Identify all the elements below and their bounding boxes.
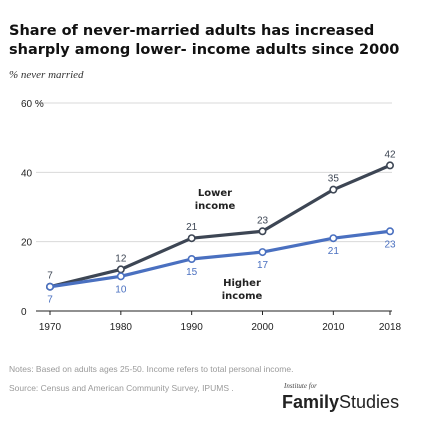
x-tick-label-2010: 2010 (322, 322, 345, 333)
chart-subtitle: % never married (9, 69, 84, 81)
gridlines (36, 102, 392, 243)
lower-income-label-1980: 12 (115, 253, 127, 264)
higher-income-label-1990: 15 (186, 267, 198, 278)
lower-income-label-1970: 7 (47, 271, 53, 282)
lower-income-point-2010 (329, 185, 338, 194)
higher-income-label-2010: 21 (328, 246, 340, 257)
higher-income-label-2000: 17 (257, 260, 269, 271)
higher-income-point-1990 (187, 255, 196, 264)
higher-income-point-2018 (385, 227, 394, 236)
higher-income-series-label-1: Higher (223, 278, 261, 289)
higher-income-point-2000 (258, 248, 267, 257)
lower-income-label-2010: 35 (328, 174, 340, 185)
higher-income-label-2018: 23 (384, 239, 396, 250)
lower-income-series-label-1: Lower (198, 188, 232, 199)
higher-income-line (48, 229, 392, 289)
higher-income-point-1970 (45, 282, 54, 291)
y-tick-label-40: 40 (21, 168, 33, 179)
data-labels: 7 12 21 23 35 42 7 10 15 17 21 23 Lower income Higher i… (47, 149, 396, 305)
lower-income-label-2000: 23 (257, 215, 269, 226)
x-tick-label-2018: 2018 (379, 322, 402, 333)
lower-income-point-1980 (116, 265, 125, 274)
chart-title: Share of never-married adults has increa… (9, 23, 400, 58)
x-tick-label-2000: 2000 (251, 322, 274, 333)
chart-source: Source: Census and American Community Su… (9, 383, 234, 393)
axes: 0 20 40 60 % 1970 1980 1990 2000 2010 2018 (21, 99, 402, 333)
lower-income-point-1990 (187, 234, 196, 243)
chart-notes: Notes: Based on adults ages 25-50. Incom… (9, 364, 294, 374)
lower-income-point-2018 (385, 161, 394, 170)
y-tick-label-0: 0 (21, 307, 27, 318)
y-tick-label-60: 60 % (21, 99, 44, 110)
lower-income-point-2000 (258, 227, 267, 236)
higher-income-label-1970: 7 (47, 295, 53, 306)
y-tick-label-20: 20 (21, 238, 33, 249)
series-lines (45, 161, 394, 291)
higher-income-point-2010 (329, 234, 338, 243)
lower-income-label-2018: 42 (384, 149, 396, 160)
x-tick-label-1970: 1970 (39, 322, 62, 333)
x-tick-label-1990: 1990 (181, 322, 204, 333)
lower-income-series-label-2: income (195, 201, 236, 212)
higher-income-point-1980 (116, 272, 125, 281)
x-tick-label-1980: 1980 (110, 322, 133, 333)
lower-income-line (48, 163, 392, 289)
logo-word-family: Family (282, 392, 340, 412)
higher-income-label-1980: 10 (115, 284, 127, 295)
logo-main-text: FamilyStudies (282, 392, 399, 413)
higher-income-series-label-2: income (222, 291, 263, 302)
logo-word-studies: Studies (339, 392, 400, 412)
ifs-logo: Institute for FamilyStudies (282, 382, 412, 416)
lower-income-label-1990: 21 (186, 222, 198, 233)
logo-small-text: Institute for (284, 382, 317, 390)
